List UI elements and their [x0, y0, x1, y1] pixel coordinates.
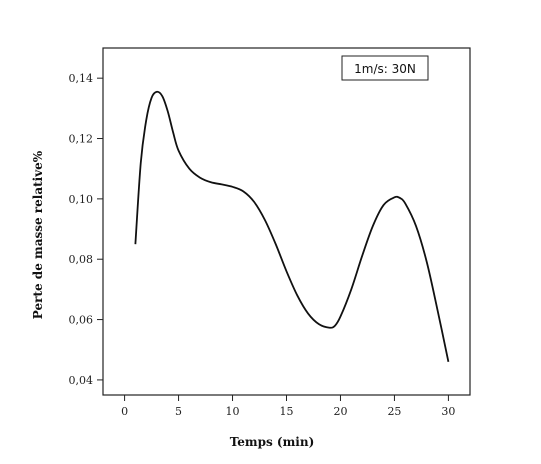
- x-tick-label: 20: [333, 405, 347, 418]
- y-tick-label: 0,06: [69, 314, 94, 327]
- x-axis-title: Temps (min): [230, 435, 315, 449]
- y-tick-label: 0,12: [69, 133, 94, 146]
- legend-box: [341, 55, 429, 81]
- legend: 1m/s: 30N: [341, 55, 429, 81]
- y-tick-label: 0,04: [69, 374, 94, 387]
- series-line: [134, 90, 450, 362]
- x-tick-label: 25: [387, 405, 401, 418]
- y-tick-label: 0,10: [69, 193, 94, 206]
- x-tick-label: 15: [280, 405, 294, 418]
- y-axis: 0,04 0,06 0,08 0,10 0,12 0,14: [69, 72, 103, 387]
- x-tick-label: 10: [226, 405, 240, 418]
- x-tick-label: 5: [175, 405, 182, 418]
- legend-label: 1m/s: 30N: [354, 62, 416, 76]
- x-tick-label: 0: [121, 405, 128, 418]
- x-tick-label: 30: [441, 405, 455, 418]
- x-axis: 0 5 10 15 20 25 30: [121, 395, 455, 418]
- y-tick-label: 0,08: [69, 253, 94, 266]
- y-tick-label: 0,14: [69, 72, 94, 85]
- y-axis-title: Perte de masse relative%: [31, 150, 45, 319]
